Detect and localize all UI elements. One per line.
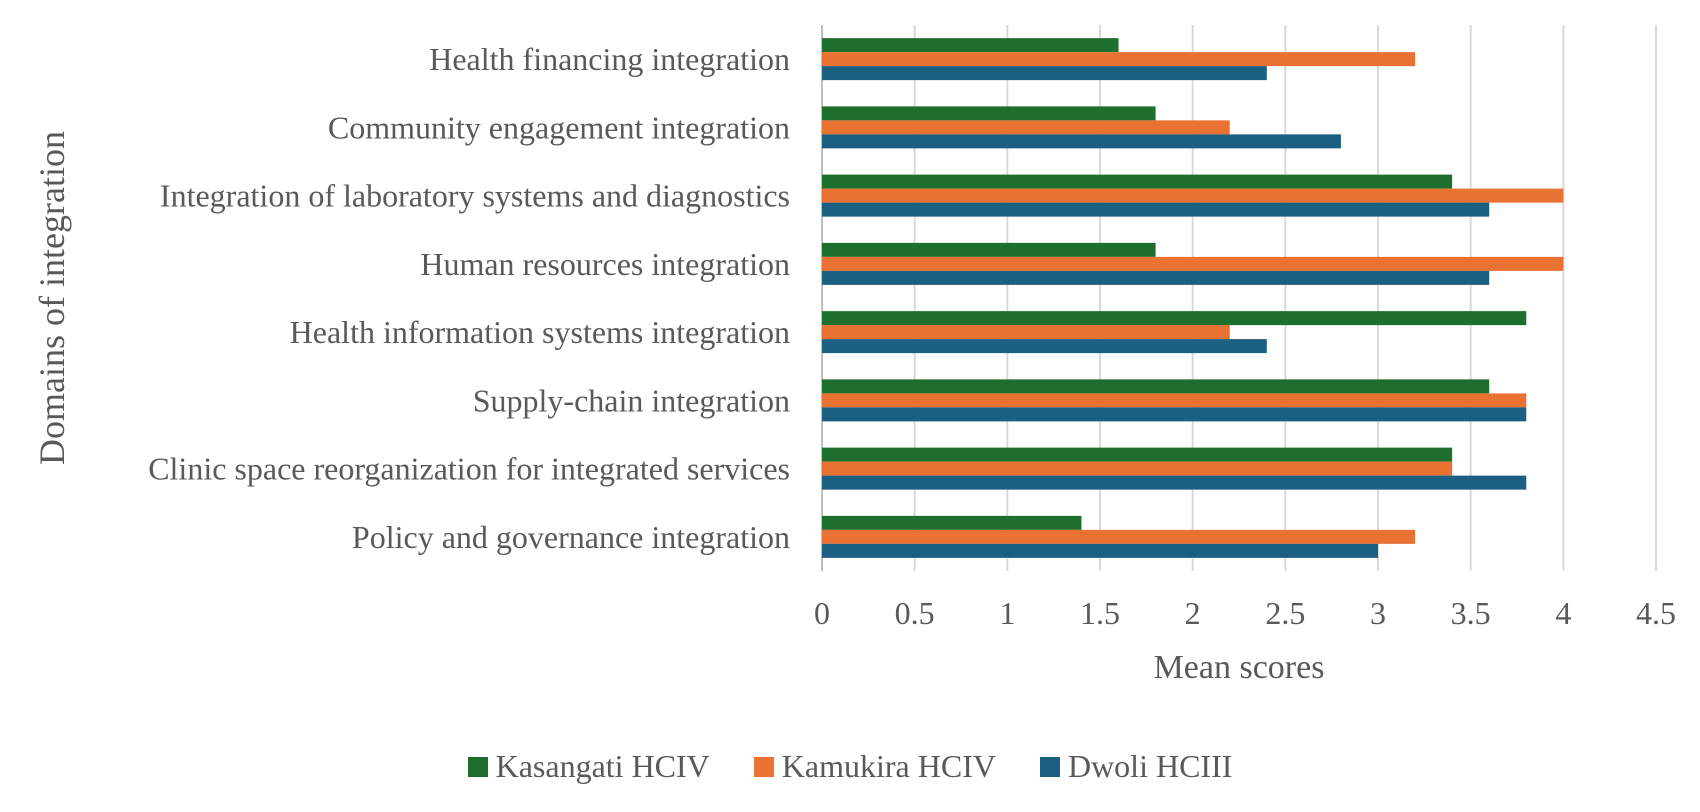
bar [822, 543, 1378, 558]
bar [822, 134, 1341, 149]
legend-swatch-kasangati [467, 756, 488, 777]
bar [822, 270, 1490, 285]
legend-swatch-dwoli [1039, 756, 1060, 777]
legend-item-kasangati: Kasangati HCIV [467, 748, 710, 785]
bar [822, 256, 1564, 271]
bar [822, 174, 1453, 189]
legend-label-kamukira: Kamukira HCIV [781, 748, 996, 784]
bar [822, 325, 1230, 340]
category-label: Integration of laboratory systems and di… [160, 178, 790, 214]
bar [822, 393, 1527, 408]
y-axis-title: Domains of integration [32, 131, 72, 465]
x-tick-label: 0.5 [895, 595, 935, 631]
x-tick-label: 1.5 [1080, 595, 1120, 631]
bar [822, 38, 1119, 53]
bar [822, 515, 1082, 530]
bar [822, 339, 1267, 354]
bar [822, 52, 1416, 67]
bar [822, 106, 1156, 121]
legend-swatch-kamukira [753, 756, 774, 777]
x-axis-title: Mean scores [1154, 649, 1325, 686]
x-tick-label: 4.5 [1636, 595, 1676, 631]
x-tick-label: 3 [1370, 595, 1386, 631]
x-tick-label: 2 [1185, 595, 1201, 631]
legend-item-kamukira: Kamukira HCIV [753, 748, 996, 785]
bar [822, 188, 1564, 203]
legend-item-dwoli: Dwoli HCIII [1039, 748, 1233, 785]
bar [822, 311, 1527, 326]
category-label: Human resources integration [420, 246, 790, 282]
x-tick-label: 1 [999, 595, 1015, 631]
category-label: Health information systems integration [290, 314, 790, 350]
bar [822, 379, 1490, 394]
category-label: Policy and governance integration [352, 519, 790, 555]
legend-label-dwoli: Dwoli HCIII [1067, 748, 1233, 784]
category-label: Health financing integration [429, 41, 790, 77]
x-tick-label: 4 [1555, 595, 1571, 631]
legend-label-kasangati: Kasangati HCIV [495, 748, 710, 784]
bar [822, 461, 1453, 476]
x-tick-label: 0 [814, 595, 830, 631]
category-label: Supply-chain integration [473, 382, 790, 418]
x-tick-label: 2.5 [1265, 595, 1305, 631]
labels: 0 0.5 1 1.5 2 2.5 3 3.5 4 4.5 Health financing int… [32, 41, 1676, 686]
bar [822, 407, 1527, 422]
bar [822, 120, 1230, 135]
category-label: Community engagement integration [328, 109, 790, 145]
bar [822, 242, 1156, 257]
bar [822, 475, 1527, 490]
bars [822, 38, 1564, 558]
bar [822, 529, 1416, 544]
bar [822, 202, 1490, 217]
category-label: Clinic space reorganization for integrat… [148, 451, 790, 487]
bar [822, 447, 1453, 462]
x-tick-label: 3.5 [1451, 595, 1491, 631]
bar [822, 66, 1267, 81]
legend: Kasangati HCIV Kamukira HCIV Dwoli HCIII [0, 748, 1700, 785]
